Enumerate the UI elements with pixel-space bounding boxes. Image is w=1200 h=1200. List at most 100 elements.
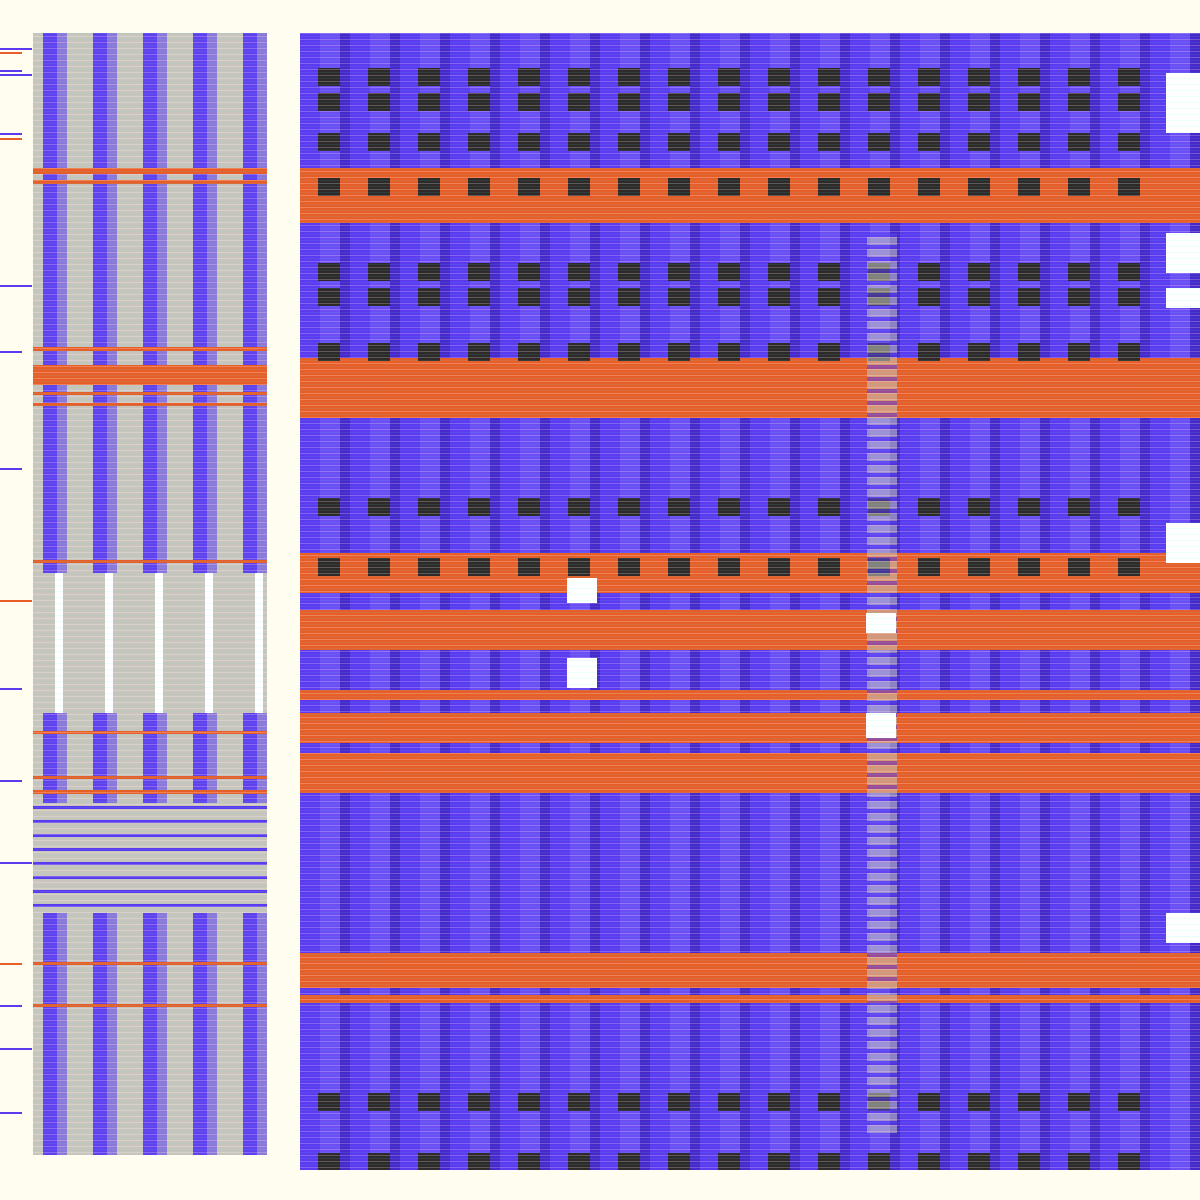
right-dark-block — [918, 1093, 940, 1111]
right-dark-block — [1118, 178, 1140, 196]
right-orange-band — [300, 690, 1200, 700]
right-dark-block — [1118, 498, 1140, 516]
right-dark-block — [718, 1153, 740, 1170]
right-dark-block — [1118, 68, 1140, 86]
right-orange-band — [300, 168, 1200, 223]
edge-tick — [0, 70, 22, 72]
right-dark-block — [618, 1153, 640, 1170]
right-dark-block — [1018, 558, 1040, 576]
right-dark-block — [1068, 498, 1090, 516]
right-dark-block — [468, 68, 490, 86]
right-dark-block — [918, 68, 940, 86]
right-dark-block — [518, 1093, 540, 1111]
left-orange-band — [33, 790, 267, 794]
right-dark-block — [768, 288, 790, 306]
right-dark-block — [1018, 343, 1040, 361]
left-orange-band — [33, 776, 267, 779]
right-dark-block — [568, 93, 590, 111]
left-gray-region — [33, 573, 267, 713]
right-dark-block — [1018, 1153, 1040, 1170]
right-dark-block — [1018, 498, 1040, 516]
right-glitch-panel — [300, 33, 1200, 1170]
right-white-square — [866, 613, 896, 633]
right-dark-block — [418, 68, 440, 86]
right-dark-block — [1118, 558, 1140, 576]
right-dark-block — [668, 263, 690, 281]
right-dark-block — [968, 178, 990, 196]
left-orange-band — [33, 180, 267, 184]
right-dark-block — [968, 498, 990, 516]
right-dark-block — [668, 343, 690, 361]
right-dark-block — [818, 93, 840, 111]
right-dark-block — [568, 1093, 590, 1111]
edge-tick — [0, 351, 22, 353]
right-dark-block — [1118, 263, 1140, 281]
edge-tick — [0, 1005, 22, 1007]
right-dark-block — [718, 68, 740, 86]
right-dark-block — [468, 558, 490, 576]
right-dark-block — [368, 343, 390, 361]
right-dark-block — [518, 93, 540, 111]
right-dark-block — [368, 263, 390, 281]
right-dark-block — [1118, 93, 1140, 111]
right-dark-block — [868, 178, 890, 196]
right-dark-block — [518, 1153, 540, 1170]
right-white-square — [567, 578, 597, 603]
right-dark-block — [1118, 133, 1140, 151]
right-dark-block — [568, 133, 590, 151]
edge-tick — [0, 468, 22, 470]
right-dark-block — [618, 133, 640, 151]
right-dark-block — [468, 498, 490, 516]
right-dark-block — [818, 133, 840, 151]
right-dark-block — [318, 1093, 340, 1111]
right-dark-block — [768, 93, 790, 111]
right-dark-block — [718, 343, 740, 361]
right-dark-block — [568, 178, 590, 196]
right-dark-block — [518, 68, 540, 86]
right-dark-block — [318, 68, 340, 86]
right-scanline-noise — [300, 33, 1200, 1170]
right-dark-block — [468, 1153, 490, 1170]
right-dark-block — [968, 288, 990, 306]
right-orange-band — [300, 358, 1200, 418]
left-orange-band — [33, 731, 267, 734]
left-glitch-panel — [33, 33, 267, 1155]
left-orange-band — [33, 1004, 267, 1007]
edge-tick — [0, 780, 22, 782]
right-white-square — [567, 658, 597, 688]
edge-tick — [0, 963, 22, 965]
right-dark-block — [918, 343, 940, 361]
right-edge-cutout — [1166, 73, 1200, 133]
right-dark-block — [468, 263, 490, 281]
right-dark-block — [968, 263, 990, 281]
right-dark-block — [318, 93, 340, 111]
right-dark-block — [918, 263, 940, 281]
right-dark-block — [368, 1093, 390, 1111]
right-dark-block — [418, 558, 440, 576]
right-dark-block — [468, 288, 490, 306]
right-dark-block — [618, 498, 640, 516]
right-dark-block — [418, 133, 440, 151]
right-dark-block — [1018, 1093, 1040, 1111]
right-dark-block — [668, 133, 690, 151]
right-dark-block — [1018, 288, 1040, 306]
right-dark-block — [418, 288, 440, 306]
right-dark-block — [918, 558, 940, 576]
right-dark-block — [668, 288, 690, 306]
right-white-square — [866, 713, 896, 738]
right-dark-block — [768, 68, 790, 86]
right-orange-band — [300, 753, 1200, 793]
left-orange-band — [33, 962, 267, 965]
right-dark-block — [618, 1093, 640, 1111]
edge-tick — [0, 1048, 32, 1050]
right-orange-band — [300, 713, 1200, 743]
right-dark-block — [518, 558, 540, 576]
left-gray-region — [33, 803, 267, 913]
right-dark-block — [1018, 178, 1040, 196]
right-dark-block — [818, 558, 840, 576]
left-orange-band — [33, 560, 267, 563]
right-dark-block — [618, 178, 640, 196]
edge-tick — [0, 48, 32, 50]
right-dark-block — [1118, 343, 1140, 361]
right-dark-block — [318, 498, 340, 516]
